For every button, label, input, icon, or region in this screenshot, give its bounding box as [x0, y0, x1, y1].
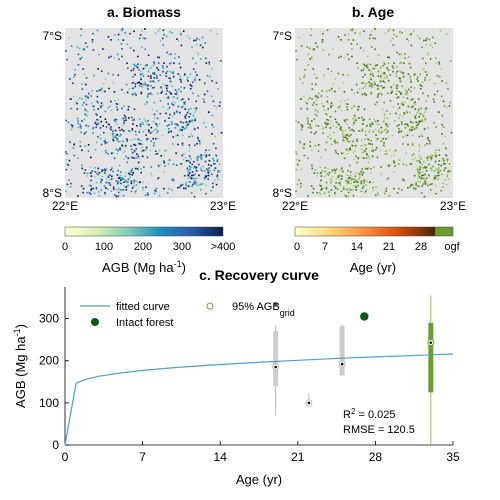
box-plot [272, 302, 280, 416]
panel-a-colorbar-tick: >400 [211, 241, 236, 253]
x-tick-label: 35 [446, 450, 460, 464]
y-tick-label: 300 [39, 312, 59, 326]
panel-a-colorbar-tick: 300 [173, 241, 191, 253]
y-tick-label: 100 [39, 396, 59, 410]
axis-ticks: 0 7 14 21 28 35 0 100 200 300 [39, 312, 460, 464]
y-tick-label: 200 [39, 354, 59, 368]
legend-agb-label: 95% AGBgrid [232, 301, 295, 318]
chart-marks [64, 295, 454, 446]
panel-a-map-background [65, 28, 223, 198]
panel-a-colorbar [64, 226, 224, 237]
panel-b-colorbar-tick: 28 [415, 241, 427, 253]
rmse-label: RMSE = 120.5 [343, 424, 415, 436]
x-tick-label: 0 [62, 450, 69, 464]
panel-b-map-background [295, 28, 453, 198]
box-iqr [428, 322, 434, 393]
panel-a-title: a. Biomass [107, 4, 181, 20]
legend-intact-label: Intact forest [116, 317, 173, 329]
legend-fitted-label: fitted curve [116, 301, 170, 313]
panel-a-lat-top: 7°S [43, 29, 62, 43]
panel-b-colorbar-label: Age (yr) [350, 260, 396, 275]
legend-agb-swatch [206, 302, 214, 310]
x-tick-label: 21 [291, 450, 305, 464]
panel-b-title: b. Age [352, 4, 394, 20]
box-median [340, 362, 344, 366]
x-tick-label: 28 [369, 450, 383, 464]
panel-b-colorbar-ogf [434, 226, 454, 237]
panel-b-lat-top: 7°S [273, 29, 292, 43]
fitted-curve-line [64, 353, 454, 446]
x-tick-label: 14 [214, 450, 228, 464]
intact-forest-point [360, 312, 369, 321]
x-tick-label: 7 [139, 450, 146, 464]
box-median [307, 401, 311, 405]
box-iqr [273, 331, 279, 387]
panel-a-biomass-map: a. Biomass 7°S 8°S 22°E 23°E 0 100 200 3… [43, 4, 237, 275]
panel-a-lon-right: 23°E [210, 199, 236, 213]
y-tick-label: 0 [52, 438, 59, 452]
panel-b-colorbar-tick: 14 [351, 241, 363, 253]
panel-a-colorbar-label: AGB (Mg ha-1) [102, 259, 186, 275]
panel-b-lon-right: 23°E [440, 199, 466, 213]
panel-b-colorbar-tick: ogf [444, 241, 460, 253]
box-median [429, 341, 433, 344]
panel-a-biomass-pixels [65, 28, 223, 198]
panel-a-colorbar-tick: 0 [62, 241, 68, 253]
panel-b-age-pixels [295, 28, 453, 198]
box-median [274, 365, 277, 369]
box-outlier [274, 302, 278, 306]
panel-c-title: c. Recovery curve [199, 267, 319, 283]
panel-a-lat-bottom: 8°S [43, 186, 62, 200]
panel-b-age-map: b. Age 7°S 8°S 22°E 23°E 0 7 14 21 28 og… [273, 4, 467, 275]
box-plot [427, 295, 435, 445]
box-plot [338, 324, 346, 376]
panel-b-lat-bottom: 8°S [273, 186, 292, 200]
panel-b-colorbar [294, 226, 436, 237]
panel-b-colorbar-tick: 7 [322, 241, 328, 253]
panel-b-lon-left: 22°E [282, 199, 308, 213]
panel-a-colorbar-tick: 100 [95, 241, 113, 253]
panel-c-recovery-curve: c. Recovery curve 0 7 14 21 28 35 0 100 200 300 A… [12, 267, 460, 487]
box-plot [305, 393, 313, 407]
box-iqr [339, 326, 345, 376]
panel-a-lon-left: 22°E [52, 199, 78, 213]
r-squared-label: R2 = 0.025 [343, 407, 395, 421]
panel-b-colorbar-tick: 0 [294, 241, 300, 253]
panel-b-colorbar-tick: 21 [383, 241, 395, 253]
panel-a-colorbar-tick: 200 [134, 241, 152, 253]
y-axis-label: AGB (Mg ha-1) [12, 324, 28, 408]
x-axis-label: Age (yr) [236, 472, 282, 487]
legend-intact-swatch [91, 318, 99, 326]
legend: fitted curve 95% AGBgrid Intact forest [80, 301, 295, 329]
